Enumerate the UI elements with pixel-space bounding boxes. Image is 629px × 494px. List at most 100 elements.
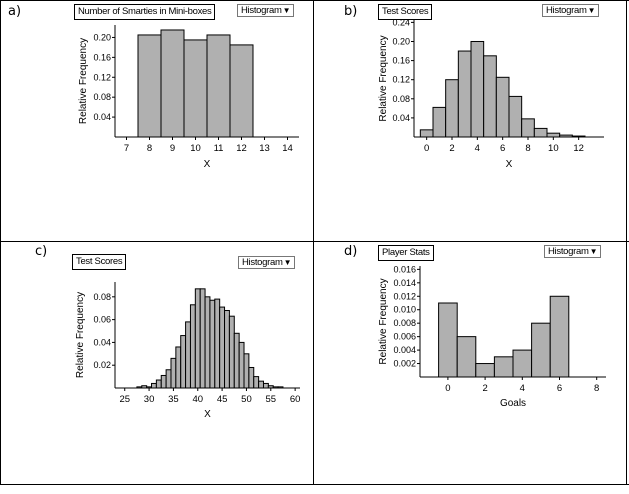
chart-b-bar xyxy=(470,40,485,138)
chart-a: 0.04 0.08 0.12 0.16 0.20 7 8 9 10 11 12 13 14 X Relati… xyxy=(78,25,299,170)
chart-a-x-tick-label: 13 xyxy=(259,143,270,154)
chart-c-bar xyxy=(175,346,182,389)
chart-d-x-tick-label: 8 xyxy=(594,383,599,394)
chart-a-y-tick-label: 0.20 xyxy=(93,32,111,42)
dropdown-arrow-icon: ▼ xyxy=(587,6,596,15)
chart-d-y-tick-label: 0.012 xyxy=(393,291,416,301)
chart-c-x-tick-label: 60 xyxy=(290,394,301,405)
chart-c-bar xyxy=(165,369,172,389)
chart-c-x-tick-label: 30 xyxy=(144,394,155,405)
dropdown-arrow-icon: ▼ xyxy=(589,247,598,256)
chart-c-bar xyxy=(243,353,250,389)
panel-a-histogram-menu-label: Histogram xyxy=(241,5,282,16)
chart-b-bar xyxy=(533,127,548,138)
grid-border-bottom xyxy=(0,484,629,485)
panel-d-histogram-menu[interactable]: Histogram▼ xyxy=(544,245,602,258)
chart-b-x-tick-label: 8 xyxy=(525,143,530,154)
chart-c-bar xyxy=(185,321,191,389)
chart-c-y-tick-label: 0.08 xyxy=(93,292,111,302)
chart-b-bar xyxy=(457,50,472,138)
chart-a-bar xyxy=(206,34,231,138)
chart-b-bar xyxy=(495,76,510,138)
chart-c-y-axis-label: Relative Frequency xyxy=(75,292,86,378)
chart-c-bar xyxy=(209,299,216,389)
chart-c-bar xyxy=(253,376,260,389)
chart-a-y-axis-label: Relative Frequency xyxy=(78,38,89,124)
chart-d-y-tick-label: 0.016 xyxy=(393,264,416,274)
chart-c-bar xyxy=(160,374,167,389)
panel-a-letter: a) xyxy=(8,4,22,19)
chart-a-x-tick-label: 12 xyxy=(236,143,247,154)
chart-c-bar xyxy=(258,380,264,389)
chart-b-x-axis-label: X xyxy=(506,159,513,170)
chart-a-x-tick-label: 14 xyxy=(282,143,293,154)
chart-b-y-tick-label: 0.20 xyxy=(392,36,410,46)
chart-c-y-tick-label: 0.04 xyxy=(93,337,111,347)
chart-b-bar xyxy=(432,106,447,138)
panel-b-histogram-menu[interactable]: Histogram▼ xyxy=(542,4,600,17)
chart-d-x-tick-label: 0 xyxy=(445,383,450,394)
chart-c-y-tick-label: 0.02 xyxy=(93,360,111,370)
chart-b-y-tick-label: 0.12 xyxy=(392,75,410,85)
chart-a-y-tick-label: 0.16 xyxy=(93,52,111,62)
chart-b-x-tick-label: 4 xyxy=(475,143,480,154)
chart-d-y-axis-label: Relative Frequency xyxy=(378,278,389,364)
chart-b-x-tick-label: 10 xyxy=(548,143,559,154)
chart-b: 0.04 0.08 0.12 0.16 0.20 0.24 0 2 4 6 8 10 12 X Relati… xyxy=(378,17,604,170)
panel-a-histogram-menu[interactable]: Histogram▼ xyxy=(237,4,295,17)
chart-a-x-tick-label: 9 xyxy=(170,143,175,154)
chart-d: 0.002 0.004 0.006 0.008 0.010 0.012 0.014 0.016… xyxy=(378,264,606,409)
panel-d-title: Player Stats xyxy=(378,245,434,261)
chart-c-bar xyxy=(204,296,211,389)
panel-c-letter: c) xyxy=(35,244,48,259)
panel-a: a) Number of Smarties in Mini-boxes Hist… xyxy=(0,0,313,241)
chart-d-x-axis-label: Goals xyxy=(500,398,526,409)
chart-c-bar xyxy=(155,379,162,389)
chart-c-bar xyxy=(224,309,230,389)
chart-b-y-axis-label: Relative Frequency xyxy=(378,35,389,121)
chart-b-y-tick-label: 0.24 xyxy=(392,17,410,27)
chart-d-y-tick-label: 0.014 xyxy=(393,278,416,288)
chart-d-x-tick-label: 4 xyxy=(520,383,525,394)
panel-b: b) Test Scores Histogram▼ 0.04 0.08 0.12 0.… xyxy=(314,0,626,241)
chart-b-bar xyxy=(521,118,535,138)
chart-d-bar xyxy=(475,363,495,378)
grid-divider-horizontal xyxy=(0,241,629,242)
chart-c-x-tick-label: 55 xyxy=(266,394,277,405)
chart-c-bar xyxy=(151,382,157,389)
chart-b-bar xyxy=(445,79,459,138)
panel-c-histogram-menu-label: Histogram xyxy=(242,257,283,268)
panel-b-letter: b) xyxy=(344,4,358,19)
grid-divider-vertical xyxy=(313,0,314,485)
panel-d-letter: d) xyxy=(344,244,358,259)
chart-d-bar xyxy=(493,356,514,378)
chart-d-x-tick-label: 6 xyxy=(557,383,562,394)
chart-c-bar xyxy=(228,315,235,389)
panel-a-title: Number of Smarties in Mini-boxes xyxy=(74,4,216,20)
chart-c-bar xyxy=(170,357,177,389)
chart-c-bar xyxy=(233,332,240,389)
chart-c-bar xyxy=(214,298,221,389)
chart-a-y-tick-label: 0.12 xyxy=(93,72,111,82)
panel-b-title: Test Scores xyxy=(378,4,433,20)
chart-c-bar xyxy=(189,304,196,389)
chart-a-x-tick-label: 11 xyxy=(214,143,224,154)
chart-d-bar xyxy=(438,302,458,378)
chart-c-y-tick-label: 0.06 xyxy=(93,315,111,325)
chart-d-x-tick-label: 2 xyxy=(482,383,487,394)
chart-b-x-tick-label: 0 xyxy=(424,143,429,154)
chart-c: 0.02 0.04 0.06 0.08 25 30 35 40 45 50 55 60 X Relativ… xyxy=(75,282,301,420)
grid-border-left xyxy=(0,0,1,485)
panel-c-histogram-menu[interactable]: Histogram▼ xyxy=(238,256,296,269)
dropdown-arrow-icon: ▼ xyxy=(283,258,292,267)
chart-a-x-tick-label: 8 xyxy=(147,143,152,154)
chart-c-x-tick-label: 25 xyxy=(119,394,130,405)
chart-c-bar xyxy=(248,366,255,389)
chart-b-y-tick-label: 0.16 xyxy=(392,56,410,66)
chart-d-bar xyxy=(456,336,477,378)
chart-b-bar xyxy=(546,132,561,138)
panel-d-histogram-menu-label: Histogram xyxy=(548,246,589,257)
panel-c: c) Test Scores Histogram▼ 0.02 0.04 0.06 0.… xyxy=(0,242,313,484)
chart-a-bar xyxy=(137,34,162,138)
chart-d-y-tick-label: 0.008 xyxy=(393,318,416,328)
